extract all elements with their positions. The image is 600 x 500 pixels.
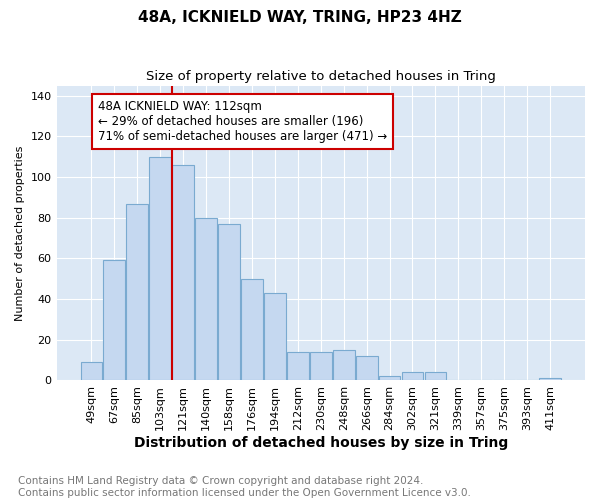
Bar [127, 204, 148, 380]
Title: Size of property relative to detached houses in Tring: Size of property relative to detached ho… [146, 70, 496, 83]
Bar [401, 372, 424, 380]
Text: 48A ICKNIELD WAY: 112sqm
← 29% of detached houses are smaller (196)
71% of semi-: 48A ICKNIELD WAY: 112sqm ← 29% of detach… [98, 100, 388, 143]
Bar [103, 260, 125, 380]
Bar [333, 350, 355, 380]
Text: Contains HM Land Registry data © Crown copyright and database right 2024.
Contai: Contains HM Land Registry data © Crown c… [18, 476, 471, 498]
Bar [241, 279, 263, 380]
Text: 48A, ICKNIELD WAY, TRING, HP23 4HZ: 48A, ICKNIELD WAY, TRING, HP23 4HZ [138, 10, 462, 25]
Bar [218, 224, 240, 380]
Bar [425, 372, 446, 380]
Bar [149, 156, 171, 380]
Bar [80, 362, 103, 380]
Bar [264, 293, 286, 380]
Bar [379, 376, 400, 380]
Bar [287, 352, 309, 380]
Bar [356, 356, 377, 380]
Bar [172, 165, 194, 380]
X-axis label: Distribution of detached houses by size in Tring: Distribution of detached houses by size … [134, 436, 508, 450]
Bar [310, 352, 332, 380]
Bar [539, 378, 561, 380]
Bar [195, 218, 217, 380]
Y-axis label: Number of detached properties: Number of detached properties [15, 146, 25, 320]
